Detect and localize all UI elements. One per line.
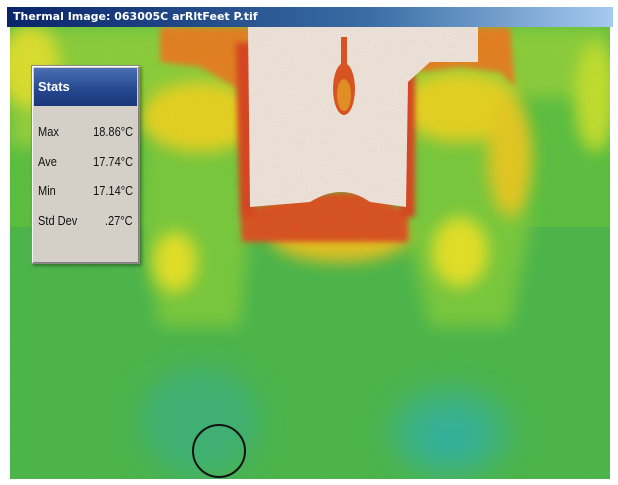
stats-value: 18.86°C <box>92 124 133 139</box>
stats-value: 17.14°C <box>92 183 133 198</box>
stats-label: Std Dev <box>38 212 78 228</box>
stats-label: Ave <box>38 153 57 169</box>
stats-list: Max 18.86°C Ave 17.74°C Min 17.14°C Std … <box>32 124 139 242</box>
stats-row-std-dev: Std Dev .27°C <box>32 213 139 243</box>
stats-value: .27°C <box>105 212 133 228</box>
window-title[interactable]: Thermal Image: 063005C arRltFeet P.tif <box>7 7 613 27</box>
circle-icon[interactable] <box>192 424 246 478</box>
stats-row-ave: Ave 17.74°C <box>32 154 139 184</box>
stats-panel: Stats Max 18.86°C Ave 17.74°C Min 17.14°… <box>31 65 140 264</box>
stats-row-min: Min 17.14°C <box>32 183 139 213</box>
stats-title: Stats <box>34 68 137 106</box>
stats-value: 17.74°C <box>92 153 133 169</box>
stats-label: Max <box>38 124 59 139</box>
stats-row-max: Max 18.86°C <box>32 124 139 154</box>
stats-label: Min <box>38 183 56 198</box>
